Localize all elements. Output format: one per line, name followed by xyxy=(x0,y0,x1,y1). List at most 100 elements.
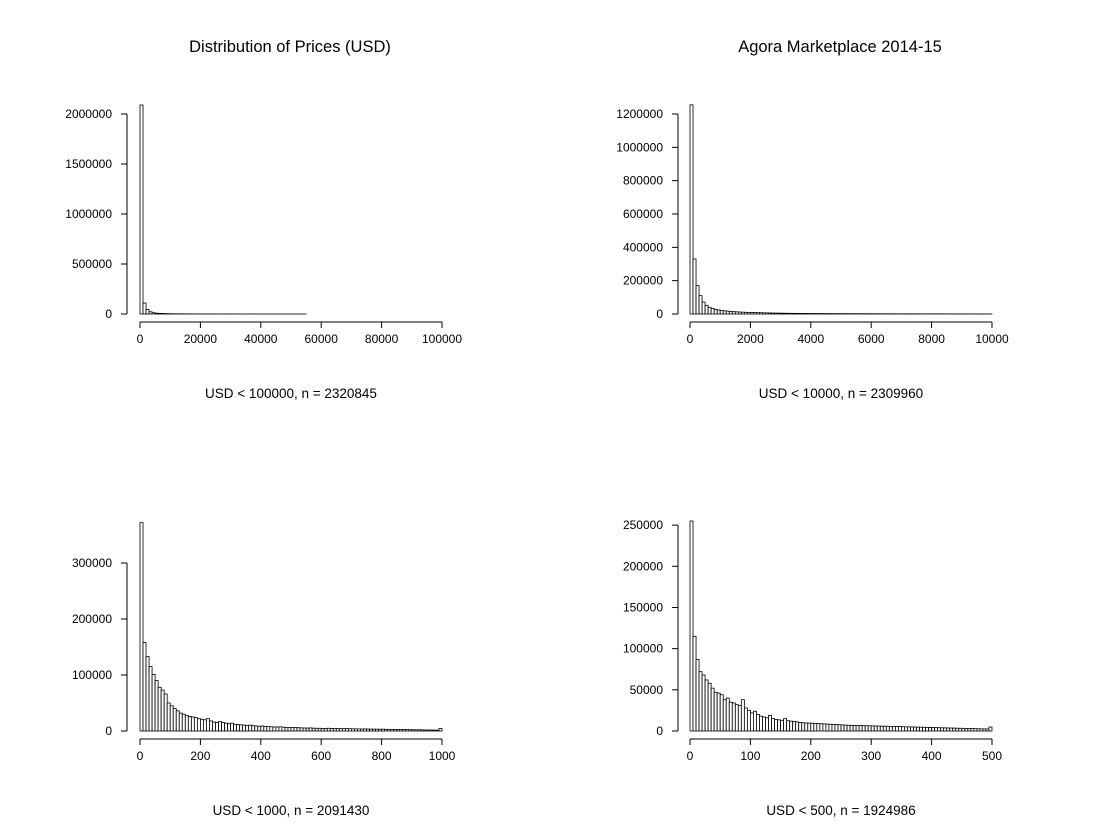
histogram-bar xyxy=(937,727,942,732)
histogram-bar xyxy=(393,729,398,732)
histogram-bar xyxy=(762,716,766,732)
histogram-bar xyxy=(922,726,926,732)
histogram-bar xyxy=(753,312,757,315)
histogram-bar xyxy=(707,682,712,732)
histogram-bar xyxy=(290,727,295,732)
histogram-bar xyxy=(402,729,407,732)
histogram-bar xyxy=(716,309,721,315)
histogram-bar xyxy=(432,729,437,732)
x-tick-label: 200 xyxy=(801,749,821,763)
histogram-bar xyxy=(949,727,954,732)
x-tick-label: 800 xyxy=(372,749,392,763)
histogram-panel-2: 0 2000 4000 6000 8000 10000 0 200000 400000 60000… xyxy=(616,104,1009,401)
x-tick-label: 0 xyxy=(137,749,144,763)
histogram-bar xyxy=(193,717,198,732)
x-tick-label: 80000 xyxy=(365,332,399,346)
histogram-bar xyxy=(737,311,742,315)
histogram-bar xyxy=(828,723,833,732)
histogram-bar xyxy=(157,312,162,315)
histogram-bar xyxy=(946,727,951,732)
histogram-bar xyxy=(704,679,709,732)
histogram-bar xyxy=(958,727,963,732)
histogram-bar xyxy=(184,714,189,732)
y-tick-label: 0 xyxy=(105,724,112,738)
histogram-bar xyxy=(985,728,990,732)
histogram-bar xyxy=(698,295,703,315)
histogram-bar xyxy=(206,718,210,732)
histogram-bar xyxy=(816,723,821,732)
histogram-bar xyxy=(381,728,386,732)
histogram-bar xyxy=(354,728,358,732)
x-tick-label: 60000 xyxy=(305,332,339,346)
y-tick-label: 250000 xyxy=(623,518,663,532)
histogram-bar xyxy=(810,722,815,732)
histogram-bar xyxy=(314,727,319,732)
histogram-bar xyxy=(870,725,875,732)
histogram-bar xyxy=(743,311,748,315)
histogram-bar xyxy=(731,311,736,315)
y-tick-label: 150000 xyxy=(623,600,663,614)
histogram-bar xyxy=(934,727,939,732)
histogram-bar xyxy=(372,728,376,732)
histogram-bar xyxy=(357,728,361,732)
histogram-bar xyxy=(777,312,782,315)
histogram-bar xyxy=(813,723,818,732)
histogram-bar xyxy=(369,728,373,732)
y-tick-label: 100000 xyxy=(72,668,112,682)
histogram-bar xyxy=(142,642,147,732)
histogram-bar xyxy=(148,666,153,732)
x-tick-label: 2000 xyxy=(737,332,764,346)
histogram-bar xyxy=(221,722,225,732)
histogram-bar xyxy=(287,727,292,732)
histogram-bar xyxy=(701,674,706,732)
histogram-panel-4: 0 100 200 300 400 500 0 50000 100000 150000 200000… xyxy=(623,518,1002,818)
histogram-bar xyxy=(408,729,413,732)
histogram-bar xyxy=(834,724,839,732)
histogram-bar xyxy=(275,726,280,732)
histogram-bar xyxy=(728,701,733,732)
y-tick-label: 100000 xyxy=(623,642,663,656)
histogram-bar xyxy=(695,285,700,315)
y-axis: 0 200000 400000 600000 800000 1000000 1200000 xyxy=(616,107,679,321)
y-axis: 0 500000 1000000 1500000 2000000 xyxy=(65,107,128,321)
histogram-bar xyxy=(970,728,975,732)
histogram-bar xyxy=(807,722,812,732)
x-tick-label: 1000 xyxy=(429,749,456,763)
histogram-bar xyxy=(366,728,370,732)
x-axis: 0 100 200 300 400 500 xyxy=(687,738,1002,763)
y-tick-label: 600000 xyxy=(623,207,663,221)
histogram-bar xyxy=(955,727,960,732)
x-tick-label: 300 xyxy=(861,749,881,763)
histogram-bar xyxy=(913,726,917,732)
histogram-bar xyxy=(780,312,785,315)
histogram-bar xyxy=(750,312,754,315)
histogram-bar xyxy=(967,728,972,732)
x-tick-label: 0 xyxy=(687,749,694,763)
y-tick-label: 300000 xyxy=(72,556,112,570)
histogram-bar xyxy=(837,724,842,732)
histogram-bar xyxy=(801,313,806,315)
histogram-bar xyxy=(233,723,238,732)
histogram-bar xyxy=(840,724,845,732)
histogram-bar xyxy=(245,725,250,732)
histogram-bar xyxy=(166,702,171,732)
histogram-bar xyxy=(360,728,364,732)
histogram-bar xyxy=(160,689,165,732)
histogram-bar xyxy=(296,727,301,732)
histogram-bar xyxy=(928,727,933,732)
histogram-bar xyxy=(199,718,204,732)
histogram-bar xyxy=(320,727,325,732)
histogram-bar xyxy=(323,728,328,732)
y-tick-label: 50000 xyxy=(630,683,664,697)
histogram-bar xyxy=(326,727,331,732)
histogram-bar xyxy=(731,702,736,732)
histogram-bar xyxy=(420,729,425,732)
histogram-bar xyxy=(973,728,978,732)
histogram-bar xyxy=(317,727,322,732)
x-axis-label: USD < 10000, n = 2309960 xyxy=(759,386,923,401)
histogram-bar xyxy=(417,729,422,732)
histogram-bar xyxy=(897,726,902,732)
histogram-bar xyxy=(344,728,349,732)
y-tick-label: 1500000 xyxy=(65,157,112,171)
histogram-bar xyxy=(692,258,697,315)
